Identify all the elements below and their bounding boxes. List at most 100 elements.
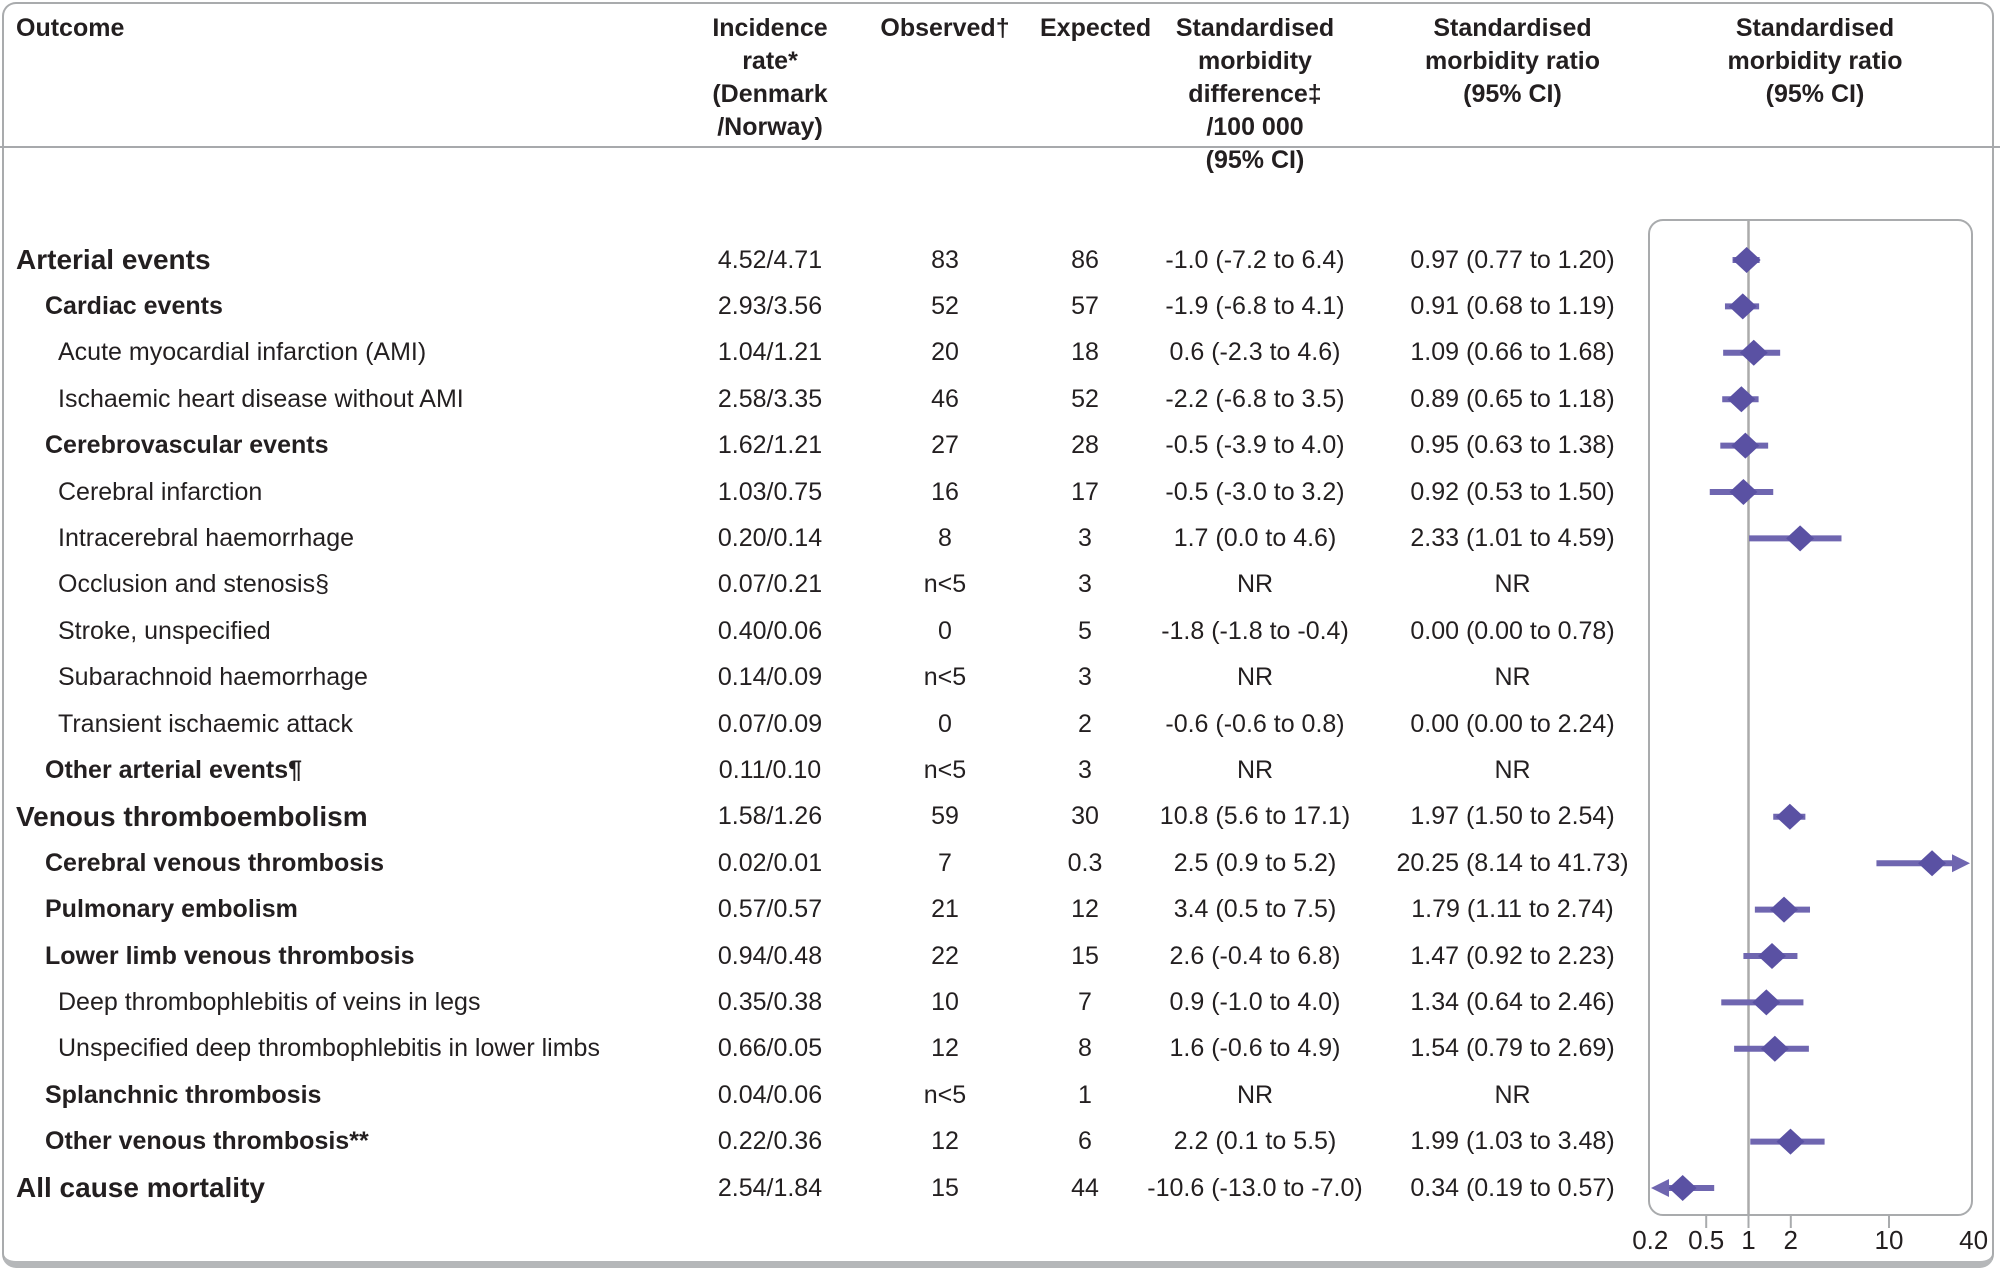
smr-cell: 20.25 (8.14 to 41.73) [1396,848,1629,877]
smd-cell: -1.8 (-1.8 to -0.4) [1161,616,1349,645]
smd-cell: -0.6 (-0.6 to 0.8) [1165,709,1345,738]
table-row: Splanchnic thrombosis 0.04/0.06 n<5 1 NR NR [0,1072,1645,1118]
expected-cell: 15 [1071,941,1099,970]
outcome-cell: Intracerebral haemorrhage [58,524,354,553]
smd-cell: 0.9 (-1.0 to 4.0) [1169,987,1341,1016]
smd-cell: NR [1236,663,1274,692]
expected-cell: 57 [1071,292,1099,321]
smd-cell: NR [1236,570,1274,599]
observed-cell: 52 [931,292,959,321]
observed-cell: n<5 [923,570,967,599]
expected-cell: 30 [1071,802,1099,831]
observed-cell: 12 [931,1127,959,1156]
incidence-cell: 0.35/0.38 [717,987,823,1016]
incidence-cell: 0.14/0.09 [717,663,823,692]
expected-cell: 5 [1078,616,1092,645]
table-row: Cerebrovascular events 1.62/1.21 27 28 -0.5 … [0,423,1645,469]
observed-cell: 0 [938,709,952,738]
outcome-cell: Venous thromboembolism [16,800,368,832]
table-row: Cardiac events 2.93/3.56 52 57 -1.9 (-6.8 to… [0,283,1645,329]
outcome-cell: Cerebrovascular events [45,431,329,460]
observed-cell: n<5 [923,1080,967,1109]
incidence-cell: 1.04/1.21 [717,338,823,367]
outcome-cell: Stroke, unspecified [58,616,271,645]
observed-cell: 15 [931,1173,959,1202]
observed-cell: n<5 [923,755,967,784]
incidence-cell: 0.07/0.21 [717,570,823,599]
outcome-cell: Cardiac events [45,292,223,321]
smr-cell: 0.92 (0.53 to 1.50) [1410,477,1615,506]
observed-cell: 20 [931,338,959,367]
expected-cell: 3 [1078,524,1092,553]
header-divider [0,146,2000,148]
outcome-cell: Subarachnoid haemorrhage [58,663,368,692]
smr-cell: 0.91 (0.68 to 1.19) [1410,292,1615,321]
observed-cell: 12 [931,1034,959,1063]
expected-cell: 28 [1071,431,1099,460]
smd-cell: -1.9 (-6.8 to 4.1) [1165,292,1345,321]
header-incidence: Incidence rate* (Denmark /Norway) [712,14,828,141]
header-smr-plot: Standardised morbidity ratio (95% CI) [1727,14,1903,108]
observed-cell: 27 [931,431,959,460]
table-row: Cerebral infarction 1.03/0.75 16 17 -0.5 (-3… [0,469,1645,515]
smd-cell: 10.8 (5.6 to 17.1) [1159,802,1351,831]
smr-cell: 1.09 (0.66 to 1.68) [1410,338,1615,367]
outcome-cell: Splanchnic thrombosis [45,1080,322,1109]
smd-cell: -0.5 (-3.0 to 3.2) [1165,477,1345,506]
outcome-cell: Other venous thrombosis** [45,1127,369,1156]
outcome-cell: Transient ischaemic attack [58,709,354,738]
smd-cell: -1.0 (-7.2 to 6.4) [1165,245,1345,274]
smd-cell: -2.2 (-6.8 to 3.5) [1165,384,1345,413]
observed-cell: 0 [938,616,952,645]
smr-cell: 0.97 (0.77 to 1.20) [1410,245,1615,274]
expected-cell: 6 [1078,1127,1092,1156]
smd-cell: NR [1236,1080,1274,1109]
smr-cell: NR [1494,755,1531,784]
observed-cell: n<5 [923,663,967,692]
smr-cell: 1.99 (1.03 to 3.48) [1410,1127,1615,1156]
expected-cell: 12 [1071,895,1099,924]
expected-cell: 3 [1078,663,1092,692]
incidence-cell: 0.11/0.10 [718,755,822,784]
outcome-cell: Deep thrombophlebitis of veins in legs [58,987,481,1016]
outcome-cell: Pulmonary embolism [45,895,298,924]
table-row: Unspecified deep thrombophlebitis in low… [0,1026,1645,1072]
table-header: Outcome Incidence rate* (Denmark /Norway… [0,12,2000,177]
incidence-cell: 1.62/1.21 [717,431,823,460]
table-row: Arterial events 4.52/4.71 83 86 -1.0 (-7.2 t… [0,237,1645,283]
smr-cell: 0.00 (0.00 to 2.24) [1410,709,1615,738]
table-row: Ischaemic heart disease without AMI 2.58/… [0,376,1645,422]
incidence-cell: 2.54/1.84 [717,1173,823,1202]
expected-cell: 7 [1078,987,1092,1016]
outcome-cell: Ischaemic heart disease without AMI [58,384,464,413]
smd-cell: -0.5 (-3.9 to 4.0) [1165,431,1345,460]
table-row: Deep thrombophlebitis of veins in legs 0.… [0,979,1645,1025]
incidence-cell: 2.58/3.35 [717,384,823,413]
outcome-table: Arterial events 4.52/4.71 83 86 -1.0 (-7.2 t… [0,237,1645,1211]
observed-cell: 8 [938,524,952,553]
table-row: All cause mortality 2.54/1.84 15 44 -10.6 (-… [0,1165,1645,1211]
smr-cell: 0.95 (0.63 to 1.38) [1410,431,1615,460]
table-row: Stroke, unspecified 0.40/0.06 0 5 -1.8 (-1.8… [0,608,1645,654]
outcome-cell: Cerebral venous thrombosis [45,848,384,877]
incidence-cell: 1.58/1.26 [717,802,823,831]
smr-cell: 1.97 (1.50 to 2.54) [1410,802,1615,831]
expected-cell: 8 [1078,1034,1092,1063]
outcome-cell: Acute myocardial infarction (AMI) [58,338,427,367]
header-smd: Standardised morbidity difference‡ /100 … [1175,14,1335,174]
smd-cell: 1.7 (0.0 to 4.6) [1173,524,1337,553]
smd-cell: -10.6 (-13.0 to -7.0) [1147,1173,1363,1202]
observed-cell: 83 [931,245,959,274]
incidence-cell: 0.07/0.09 [717,709,823,738]
observed-cell: 10 [931,987,959,1016]
observed-cell: 46 [931,384,959,413]
expected-cell: 3 [1078,755,1092,784]
table-row: Subarachnoid haemorrhage 0.14/0.09 n<5 3 NR N… [0,655,1645,701]
outcome-cell: Other arterial events¶ [45,755,303,784]
incidence-cell: 0.22/0.36 [717,1127,823,1156]
smr-cell: NR [1494,1080,1531,1109]
incidence-cell: 0.66/0.05 [717,1034,823,1063]
smd-cell: 2.5 (0.9 to 5.2) [1173,848,1337,877]
outcome-cell: Occlusion and stenosis§ [58,570,329,599]
outcome-cell: Arterial events [16,244,211,276]
